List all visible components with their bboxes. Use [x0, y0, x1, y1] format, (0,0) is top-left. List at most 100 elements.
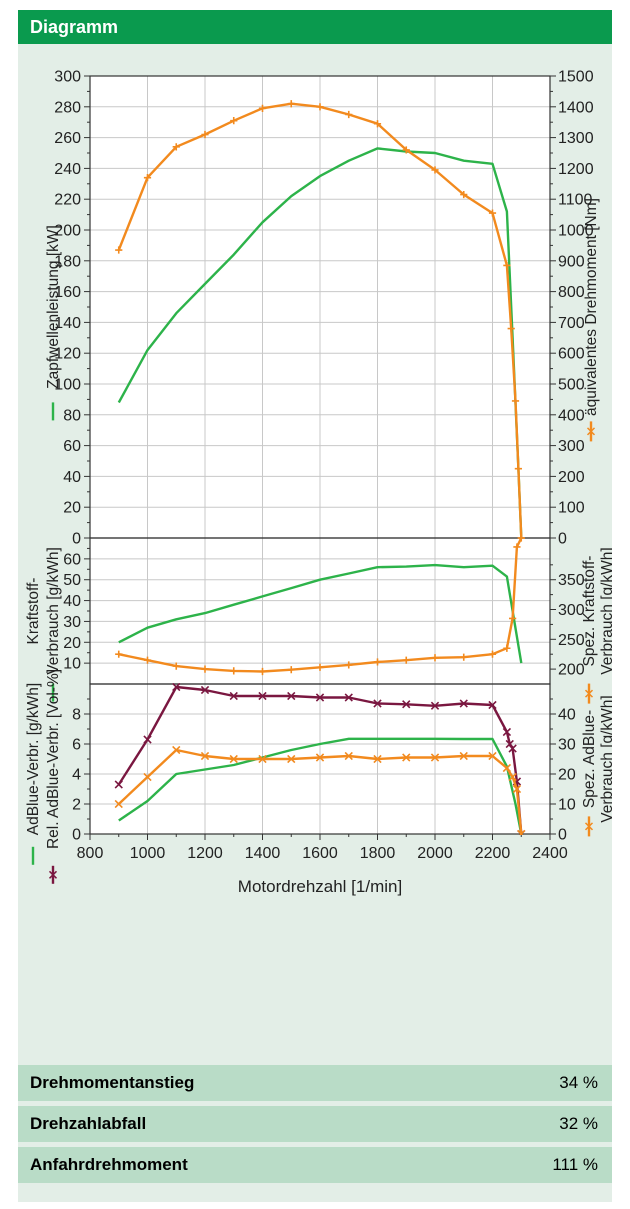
y-tick-label: 280 — [54, 99, 81, 116]
legend-marker — [586, 427, 596, 436]
result-label: Drehzahlabfall — [30, 1114, 147, 1133]
data-point — [513, 543, 521, 551]
y-tick-label: 60 — [63, 438, 81, 455]
data-point — [200, 751, 210, 761]
y-tick-label: 20 — [63, 635, 81, 652]
y2-tick-label: 400 — [558, 407, 585, 424]
data-point — [344, 693, 353, 702]
y-axis-label: Kraftstoff- — [25, 578, 42, 645]
data-point — [508, 744, 517, 753]
data-point — [402, 146, 410, 154]
data-point — [488, 751, 497, 761]
y2-tick-label: 40 — [558, 707, 576, 724]
y2-axis-label: Verbrauch [g/kWh] — [599, 695, 612, 823]
panel-frame — [89, 683, 551, 835]
data-point — [503, 644, 511, 652]
y2-tick-label: 0 — [558, 827, 567, 844]
y-tick-label: 6 — [72, 737, 81, 754]
x-tick-label: 1600 — [302, 845, 338, 862]
y2-tick-label: 0 — [558, 531, 567, 548]
y-tick-label: 220 — [54, 192, 81, 209]
y2-axis-label: Verbrauch [g/kWh] — [599, 547, 612, 675]
result-row-torque-rise: Drehmomentanstieg 34 % — [18, 1065, 612, 1101]
series-orange — [114, 745, 526, 835]
series-line — [118, 563, 523, 664]
y2-tick-label: 20 — [558, 767, 576, 784]
y2-tick-label: 300 — [558, 602, 585, 619]
series-green — [118, 563, 523, 664]
y-tick-label: 140 — [54, 315, 81, 332]
x-tick-label: 1200 — [187, 845, 223, 862]
y-tick-label: 80 — [63, 407, 81, 424]
data-point — [402, 700, 411, 709]
y-tick-label: 8 — [72, 707, 81, 724]
data-point — [514, 465, 522, 473]
data-point — [402, 656, 410, 664]
data-point — [287, 754, 296, 764]
y2-tick-label: 10 — [558, 797, 576, 814]
y-tick-label: 200 — [54, 223, 81, 240]
data-point — [488, 700, 497, 710]
data-point — [201, 130, 209, 139]
data-point — [258, 667, 267, 676]
series-line — [118, 737, 523, 835]
x-axis-label: Motordrehzahl [1/min] — [238, 877, 402, 896]
data-point — [507, 324, 515, 333]
data-point — [460, 653, 468, 661]
y-tick-label: 240 — [54, 161, 81, 178]
y2-tick-label: 250 — [558, 632, 585, 649]
series-line — [117, 147, 523, 539]
data-point — [344, 751, 353, 761]
data-point — [488, 650, 497, 658]
y-tick-label: 260 — [54, 130, 81, 147]
data-point — [503, 261, 511, 270]
legend-marker — [584, 689, 594, 698]
data-point — [345, 110, 353, 119]
data-point — [373, 754, 382, 764]
data-point — [402, 753, 411, 762]
y-tick-label: 100 — [54, 377, 81, 394]
data-point — [230, 667, 238, 675]
data-point — [509, 614, 517, 623]
data-point — [512, 784, 522, 794]
y-tick-label: 300 — [54, 69, 81, 86]
data-point — [517, 829, 526, 835]
data-point — [114, 780, 123, 789]
y-tick-label: 10 — [63, 656, 81, 673]
data-point — [287, 666, 295, 674]
y-axis-label: Zapfwellenleistung [kW] — [45, 225, 62, 389]
y-tick-label: 40 — [63, 593, 81, 610]
data-point — [258, 691, 267, 701]
data-point — [373, 699, 382, 708]
y2-tick-label: 1300 — [558, 130, 594, 147]
data-point — [460, 190, 468, 199]
series-orange — [115, 100, 525, 539]
y2-tick-label: 1400 — [558, 99, 594, 116]
y2-tick-label: 200 — [558, 469, 585, 486]
data-point — [258, 104, 267, 112]
diagram-panel: Diagramm 800 1000 1200 1400 1600 1800 2000 2200… — [18, 10, 612, 1202]
y2-tick-label: 200 — [558, 662, 585, 679]
data-point — [201, 665, 209, 673]
data-point — [431, 654, 439, 662]
data-point — [143, 735, 152, 744]
y2-tick-label: 350 — [558, 572, 585, 589]
y2-tick-label: 300 — [558, 438, 585, 455]
data-point — [287, 100, 295, 108]
y-tick-label: 2 — [72, 797, 81, 814]
data-point — [172, 662, 180, 670]
series-green — [118, 737, 523, 835]
data-point — [316, 663, 324, 671]
data-point — [287, 691, 296, 701]
result-value: 34 % — [559, 1073, 598, 1092]
y2-tick-label: 600 — [558, 346, 585, 363]
y2-tick-label: 1200 — [558, 161, 594, 178]
results-table: Drehmomentanstieg 34 % Drehzahlabfall 32… — [18, 1065, 612, 1188]
y2-tick-label: 700 — [558, 315, 585, 332]
data-point — [230, 117, 238, 125]
x-tick-label: 2000 — [417, 845, 453, 862]
series-green — [117, 147, 523, 539]
data-point — [502, 727, 512, 737]
y-tick-label: 60 — [63, 551, 81, 568]
